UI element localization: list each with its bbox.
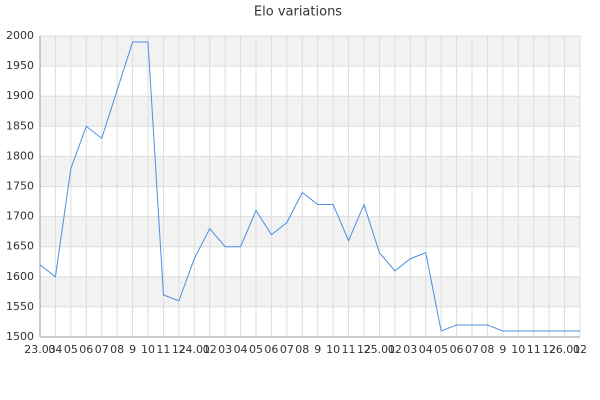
y-tick-label: 1600 [6,270,34,283]
x-tick-label: 11 [156,343,170,356]
x-tick-label: 06 [79,343,93,356]
x-tick-label: 05 [64,343,78,356]
x-tick-label: 02 [203,343,217,356]
x-tick-label: 10 [511,343,525,356]
x-tick-label: 10 [326,343,340,356]
x-tick-label: 06 [450,343,464,356]
x-tick-label: 9 [499,343,506,356]
x-tick-label: 23.03 [24,343,56,356]
x-tick-label: 06 [264,343,278,356]
x-tick-label: 08 [110,343,124,356]
x-tick-label: 08 [295,343,309,356]
x-tick-label: 04 [234,343,248,356]
x-tick-label: 12 [357,343,371,356]
grid-band [40,156,580,187]
x-tick-label: 11 [342,343,356,356]
y-tick-label: 1650 [6,240,34,253]
x-tick-label: 04 [48,343,62,356]
y-tick-label: 1900 [6,89,34,102]
x-tick-label: 02 [573,343,587,356]
x-tick-label: 02 [388,343,402,356]
y-tick-label: 1950 [6,59,34,72]
x-tick-label: 12 [542,343,556,356]
x-tick-label: 24.01 [179,343,211,356]
x-tick-label: 26.01 [549,343,581,356]
x-tick-label: 25.01 [364,343,396,356]
x-tick-label: 12 [172,343,186,356]
x-tick-label: 07 [95,343,109,356]
grid-band [40,96,580,127]
grid-band [40,36,580,67]
grid-band [40,216,580,247]
x-tick-label: 03 [403,343,417,356]
x-tick-label: 05 [249,343,263,356]
x-tick-label: 9 [314,343,321,356]
x-tick-label: 07 [465,343,479,356]
y-tick-label: 1850 [6,119,34,132]
x-tick-label: 07 [280,343,294,356]
y-tick-label: 1800 [6,149,34,162]
y-tick-label: 1500 [6,330,34,343]
y-tick-label: 2000 [6,29,34,42]
x-tick-label: 03 [218,343,232,356]
x-tick-label: 04 [419,343,433,356]
x-tick-label: 08 [480,343,494,356]
x-tick-label: 11 [527,343,541,356]
x-tick-label: 05 [434,343,448,356]
x-tick-label: 10 [141,343,155,356]
chart-title: Elo variations [254,5,342,20]
y-tick-label: 1700 [6,210,34,223]
grid-band [40,276,580,307]
y-tick-label: 1750 [6,180,34,193]
x-tick-label: 9 [129,343,136,356]
y-tick-label: 1550 [6,300,34,313]
data-line [39,41,580,332]
